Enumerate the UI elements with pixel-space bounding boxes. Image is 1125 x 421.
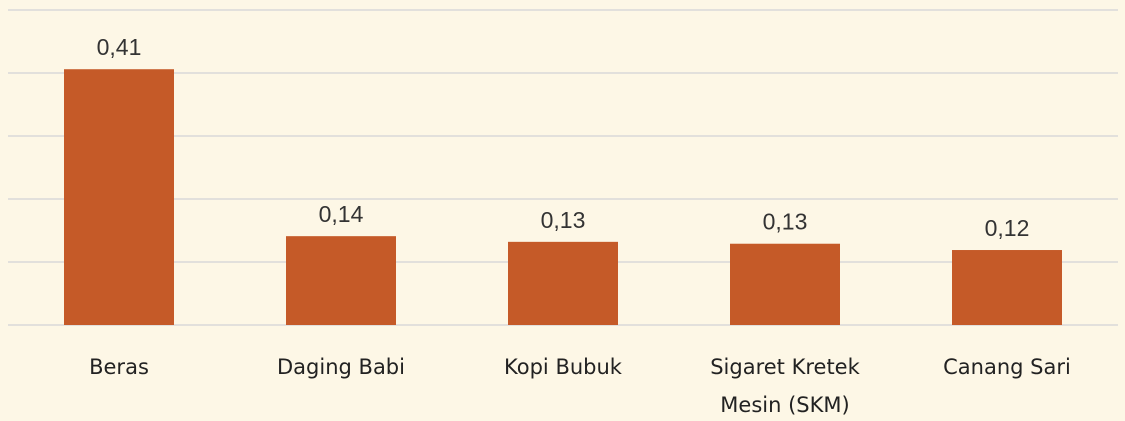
x-tick-label: Kopi Bubuk xyxy=(504,355,622,379)
data-label: 0,13 xyxy=(763,209,808,235)
bar xyxy=(64,69,174,325)
bar xyxy=(286,236,396,325)
data-label: 0,14 xyxy=(319,201,364,227)
x-tick-label: Daging Babi xyxy=(277,355,405,379)
bar xyxy=(952,250,1062,325)
bar xyxy=(730,243,840,325)
x-tick-label: Canang Sari xyxy=(943,355,1071,379)
x-tick-label: Sigaret Kretek Mesin (SKM) xyxy=(710,355,860,417)
data-label: 0,41 xyxy=(97,34,142,60)
x-tick-label: Beras xyxy=(89,355,149,379)
bar xyxy=(508,241,618,325)
data-label: 0,13 xyxy=(541,207,586,233)
data-label: 0,12 xyxy=(985,215,1030,241)
